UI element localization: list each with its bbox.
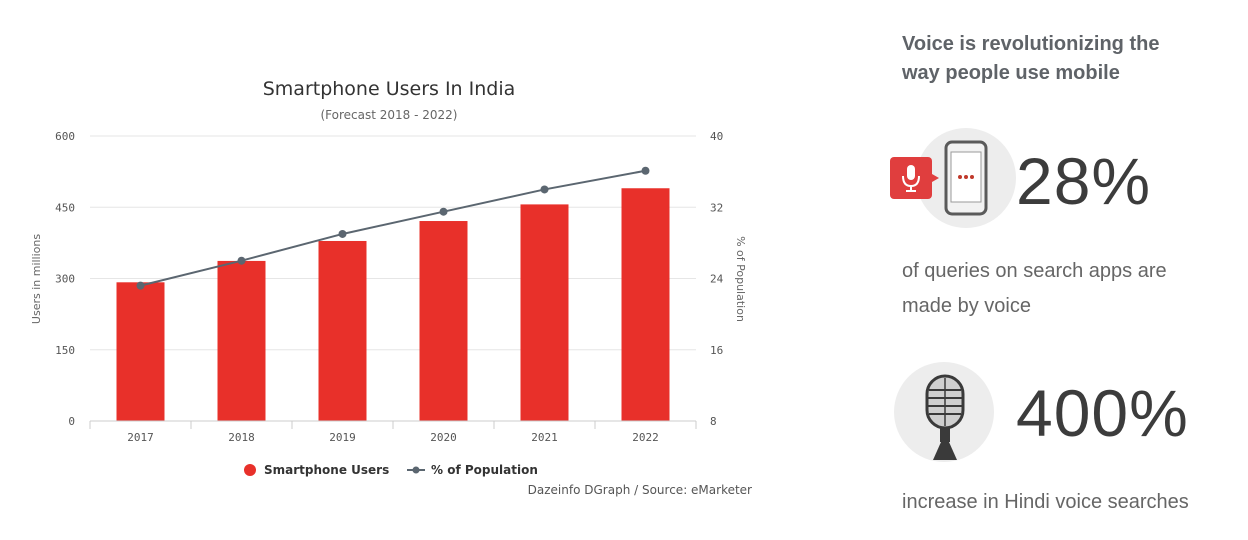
population-point-2019 [338,229,347,238]
studio-microphone-icon [915,370,975,465]
y2-tick-label: 16 [710,344,723,357]
x-tick-label: 2019 [329,431,356,444]
population-point-2021 [540,185,549,194]
right-axis-ticks: 8 16 24 32 40 [710,130,724,428]
bars [116,188,670,421]
population-point-2020 [439,207,448,216]
chart: Smartphone Users In India (Forecast 2018… [30,78,752,497]
bar-2021 [520,204,569,421]
y2-tick-label: 8 [710,415,717,428]
x-tick-label: 2022 [632,431,659,444]
smartphone-icon [944,140,988,216]
headline-line-2: way people use mobile [902,62,1120,84]
bar-2018 [217,260,266,421]
x-tick-label: 2018 [228,431,255,444]
stat-2-desc-line-1: increase in Hindi voice searches [902,491,1189,513]
bar-2022 [621,188,670,421]
stat-2-value: 400% [1016,376,1189,450]
y-tick-label: 0 [68,415,75,428]
y2-axis-label: % of Population [734,236,747,322]
x-tick-label: 2021 [531,431,558,444]
y2-tick-label: 40 [710,130,723,143]
population-line-path [140,169,646,287]
population-line [136,166,650,290]
legend-marker-smartphone-users [244,464,256,476]
legend-label-smartphone-users: Smartphone Users [264,463,389,477]
y-axis-label: Users in millions [30,234,43,324]
y-tick-label: 450 [55,201,75,214]
y-tick-label: 600 [55,130,75,143]
y2-tick-label: 24 [710,273,724,286]
grid-lines [90,135,696,351]
chart-subtitle: (Forecast 2018 - 2022) [321,108,458,122]
stat-1-value: 28% [1016,144,1152,218]
left-axis-ticks: 0 150 300 450 600 [55,130,75,428]
legend[interactable]: Smartphone Users % of Population [244,463,538,477]
legend-label-population: % of Population [431,463,538,477]
bar-2017 [116,282,165,421]
population-point-2017 [136,281,145,290]
bar-2020 [419,221,468,421]
stat-2-description: increase in Hindi voice searches [902,485,1242,520]
chart-title: Smartphone Users In India [263,78,516,100]
x-tick-label: 2020 [430,431,457,444]
bar-2019 [318,240,367,421]
headline-line-1: Voice is revolutionizing the [902,33,1160,55]
population-point-2022 [641,166,650,175]
chart-credit: Dazeinfo DGraph / Source: eMarketer [528,483,752,497]
y-tick-label: 300 [55,273,75,286]
legend-marker-population-dot [412,466,420,474]
population-point-2018 [237,256,246,265]
x-axis-ticks: 2017 2018 2019 2020 2021 2022 [89,421,697,444]
panel-headline: Voice is revolutionizing the way people … [902,30,1242,88]
stat-1-description: of queries on search apps are made by vo… [902,254,1242,324]
y2-tick-label: 32 [710,201,723,214]
x-tick-label: 2017 [127,431,154,444]
stat-1-desc-line-1: of queries on search apps are [902,260,1167,282]
y-tick-label: 150 [55,344,75,357]
microphone-badge-icon [890,157,939,199]
voice-stats-panel: Voice is revolutionizing the way people … [880,0,1248,540]
stat-1-desc-line-2: made by voice [902,295,1031,317]
